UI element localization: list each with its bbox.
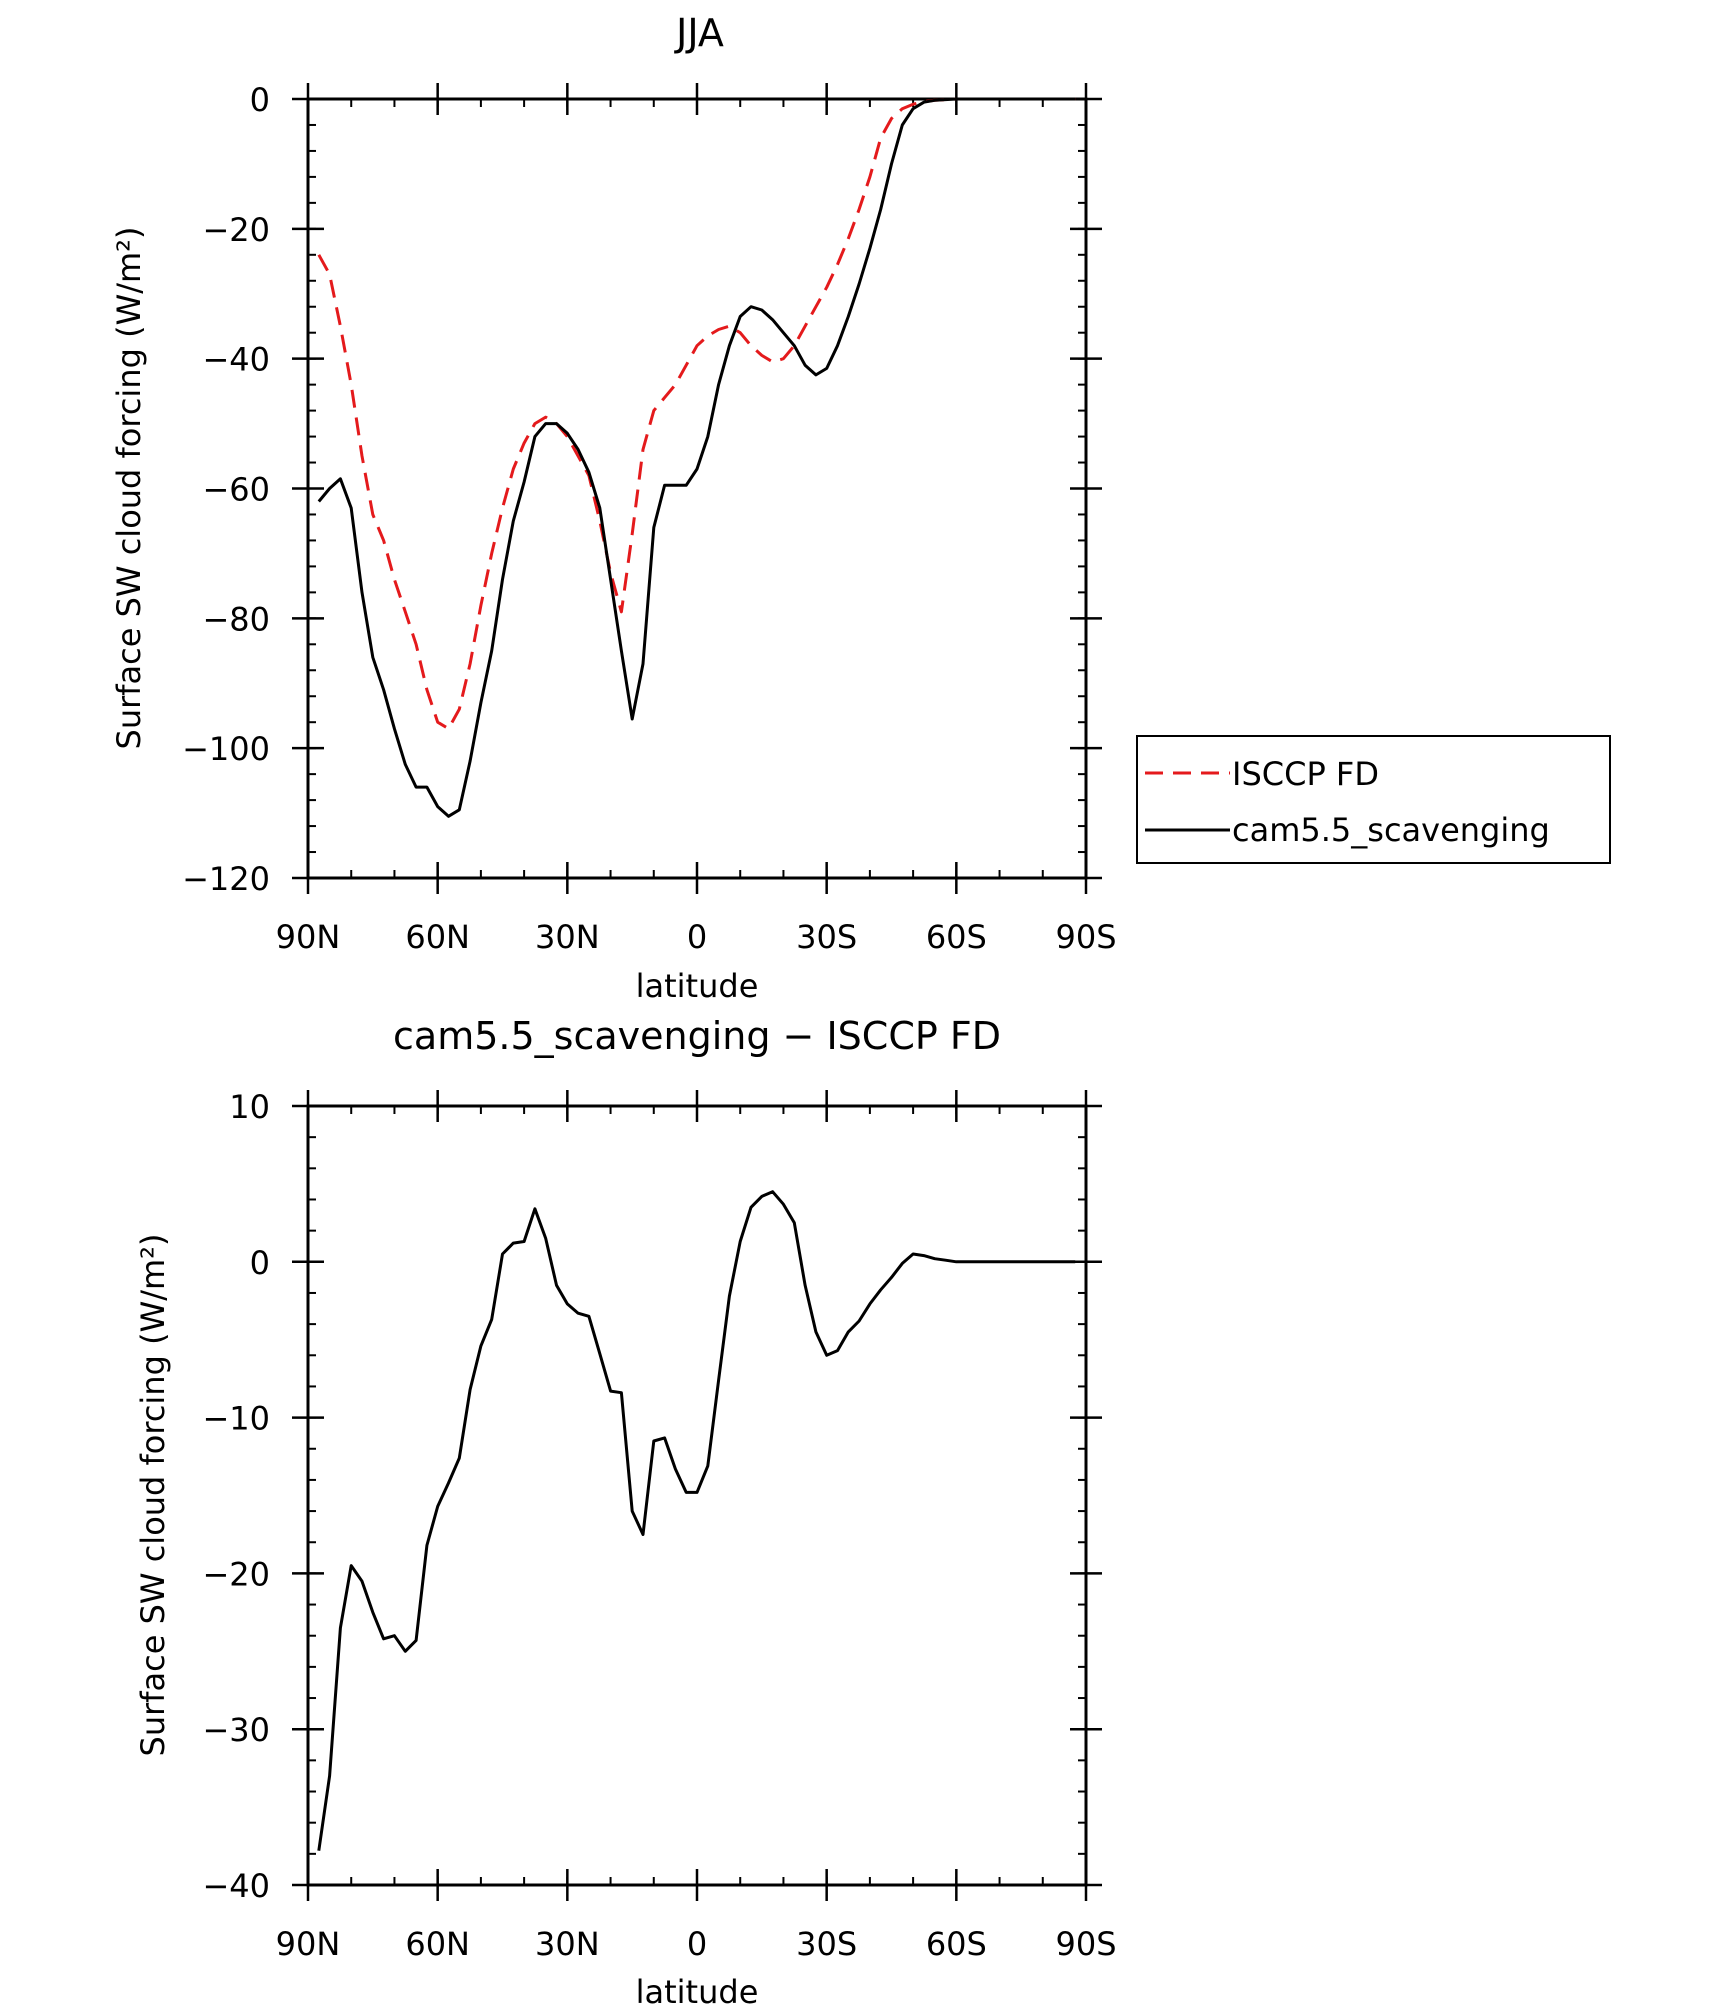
- x-tick-label: 0: [687, 1925, 707, 1963]
- y-tick-label: 10: [229, 1088, 270, 1126]
- x-tick-label: 60N: [405, 1925, 470, 1963]
- top-y-axis-label: Surface SW cloud forcing (W/m²): [110, 227, 148, 750]
- bottom-chart-title: cam5.5_scavenging − ISCCP FD: [393, 1014, 1001, 1058]
- top-series-group: [317, 97, 1076, 818]
- bottom-y-axis: −40 −30 −20 −10 0 10: [202, 1088, 1102, 1905]
- top-x-axis: 90N 60N 30N 0 30S 60S 90S: [276, 83, 1117, 956]
- top-x-axis-label: latitude: [636, 967, 759, 1005]
- top-plot-frame: [306, 97, 1088, 880]
- x-tick-label: 30S: [796, 918, 857, 956]
- series-line-cam5-5-scavenging: [317, 97, 1076, 818]
- bottom-series-group: [317, 1190, 1076, 1851]
- x-tick-label: 30S: [796, 1925, 857, 1963]
- x-tick-label: 60S: [926, 918, 987, 956]
- legend-label-cam5-5-scavenging: cam5.5_scavenging: [1232, 811, 1550, 849]
- bottom-y-axis-label: Surface SW cloud forcing (W/m²): [134, 1234, 172, 1757]
- x-tick-label: 60N: [405, 918, 470, 956]
- y-tick-label: −10: [202, 1400, 270, 1438]
- y-tick-label: 0: [250, 81, 270, 119]
- x-tick-label: 90N: [276, 918, 341, 956]
- y-tick-label: −120: [182, 860, 270, 898]
- bottom-x-axis-label: latitude: [636, 1973, 759, 2004]
- x-tick-label: 30N: [535, 918, 600, 956]
- y-tick-label: −20: [202, 211, 270, 249]
- x-tick-label: 0: [687, 918, 707, 956]
- series-line-isccp-fd: [317, 97, 1076, 731]
- y-tick-label: −80: [202, 600, 270, 638]
- x-tick-label: 60S: [926, 1925, 987, 1963]
- y-tick-label: −30: [202, 1711, 270, 1749]
- bottom-minor-ticks: [307, 1105, 1087, 1886]
- top-chart-title: JJA: [674, 11, 724, 55]
- legend-label-isccp-fd: ISCCP FD: [1232, 755, 1379, 793]
- bottom-x-axis: 90N 60N 30N 0 30S 60S 90S: [276, 1090, 1117, 1963]
- top-chart: JJA −120 −100 −80 −60 −40 −20 0 90N 60N 30N 0 30S 6…: [110, 11, 1611, 1005]
- top-minor-ticks: [307, 98, 1087, 879]
- x-tick-label: 90N: [276, 1925, 341, 1963]
- top-y-axis: −120 −100 −80 −60 −40 −20 0: [182, 81, 1102, 898]
- y-tick-label: −20: [202, 1555, 270, 1593]
- x-tick-label: 30N: [535, 1925, 600, 1963]
- x-tick-label: 90S: [1055, 1925, 1116, 1963]
- y-tick-label: −60: [202, 471, 270, 509]
- y-tick-label: −100: [182, 730, 270, 768]
- bottom-chart: cam5.5_scavenging − ISCCP FD −40 −30 −20 −1…: [134, 1014, 1117, 2004]
- x-tick-label: 90S: [1055, 918, 1116, 956]
- series-line-bot-difference: [317, 1190, 1076, 1851]
- top-legend: ISCCP FD cam5.5_scavenging: [1136, 735, 1611, 864]
- bottom-plot-frame: [306, 1104, 1088, 1887]
- y-tick-label: −40: [202, 1867, 270, 1905]
- y-tick-label: −40: [202, 341, 270, 379]
- y-tick-label: 0: [250, 1244, 270, 1282]
- legend-box: [1136, 735, 1611, 864]
